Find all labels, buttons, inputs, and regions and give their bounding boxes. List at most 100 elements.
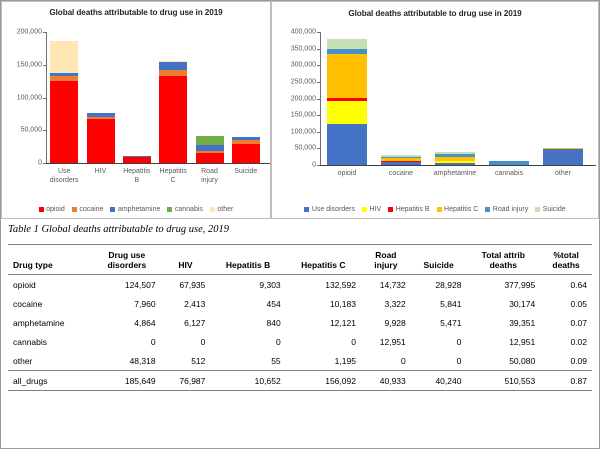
table-total-row[interactable]: all_drugs 185,649 76,987 10,652 156,092 40,93…	[8, 370, 592, 391]
stacked-bar[interactable]	[327, 39, 367, 165]
table-row[interactable]: cocaine 7,960 2,413 454 10,183 3,322 5,841 30,1…	[8, 294, 592, 313]
bar-segment	[50, 76, 79, 82]
legend-item[interactable]: cannabis	[167, 206, 203, 213]
table-column-header[interactable]: Hepatitis B	[210, 244, 286, 275]
table-column-header[interactable]: Total attrib deaths	[466, 244, 541, 275]
stacked-bar[interactable]	[86, 112, 115, 163]
bar-segment	[435, 153, 475, 158]
bar-segment	[195, 153, 224, 163]
x-axis-tick-label: Hepatitis C	[159, 168, 187, 184]
table-caption: Table 1 Global deaths attributable to dr…	[8, 224, 229, 235]
x-axis-tick-label: HIV	[94, 168, 107, 175]
bar-column	[381, 32, 421, 165]
charts-row: Global deaths attributable to drug use i…	[1, 1, 599, 219]
table-column-header[interactable]: Hepatitis C	[285, 244, 361, 275]
table-cell: 1,195	[334, 355, 356, 366]
table-cell: 0	[200, 336, 206, 347]
y-axis-tick-label: 150,000	[290, 111, 316, 119]
table-cell: 7,960	[134, 298, 156, 309]
legend-item[interactable]: Hepatitis C	[436, 206, 478, 213]
stacked-bar[interactable]	[231, 136, 260, 163]
table-column-header[interactable]: Suicide	[410, 244, 467, 275]
table-row[interactable]: opioid 124,507 67,935 9,303 132,592 14,732 28,…	[8, 275, 592, 295]
table-row-label: amphetamine	[13, 317, 65, 328]
stacked-bar[interactable]	[159, 60, 188, 163]
bar-segment	[327, 101, 367, 124]
table-cell: 5,841	[440, 298, 462, 309]
stacked-bar[interactable]	[489, 160, 529, 165]
table-cell: 3,322	[384, 298, 406, 309]
legend-item[interactable]: opioid	[38, 206, 65, 213]
legend-item[interactable]: HIV	[362, 206, 381, 213]
table-column-header[interactable]: Road injury	[360, 244, 411, 275]
y-axis-tick-label: 300,000	[290, 61, 316, 69]
table-cell: 14,732	[379, 279, 406, 290]
chart-title-right: Global deaths attributable to drug use i…	[348, 9, 522, 18]
table-row[interactable]: other 48,318 512 55 1,195 0 0 50,080 0.09	[8, 351, 592, 371]
table-head: Drug type Drug use disorders HIV Hepatitis …	[8, 244, 592, 275]
x-axis-tick-label: Use disorders	[49, 168, 79, 184]
x-axis-tick-label: Road injury	[201, 168, 218, 184]
legend-swatch	[167, 207, 173, 212]
x-axis-tick-label: cannabis	[494, 170, 524, 177]
y-axis-tick	[317, 98, 320, 100]
stacked-bar[interactable]	[543, 148, 583, 165]
table-cell: 0	[351, 336, 356, 347]
legend-item[interactable]: Hepatitis B	[388, 206, 430, 213]
y-axis-tick	[317, 148, 320, 150]
bar-segment	[381, 162, 421, 165]
legend-item[interactable]: Suicide	[535, 206, 566, 213]
stacked-bar[interactable]	[50, 41, 79, 163]
bar-segment	[159, 69, 188, 77]
y-axis-line	[320, 32, 321, 166]
bar-segment	[327, 48, 367, 54]
stacked-bar[interactable]	[195, 136, 224, 163]
bar-segment	[381, 155, 421, 157]
table-cell: 28,928	[435, 279, 462, 290]
bar-segment	[86, 118, 115, 163]
bar-segment	[543, 148, 583, 165]
table-cell: 67,935	[179, 279, 206, 290]
x-axis-tick-label: other	[555, 170, 571, 177]
legend-swatch	[436, 207, 442, 212]
table-row[interactable]: amphetamine 4,864 6,127 840 12,121 9,928 5,471…	[8, 313, 592, 332]
legend-label: amphetamine	[117, 206, 161, 213]
table-cell: 454	[266, 298, 281, 309]
table-cell: 9,928	[384, 317, 406, 328]
bar-column	[122, 32, 151, 163]
table-cell: 377,995	[504, 279, 536, 290]
legend-item[interactable]: Use disorders	[304, 206, 355, 213]
bar-segment	[195, 144, 224, 152]
legend-swatch	[388, 207, 394, 212]
chart-panel-by-outcome: Global deaths attributable to drug use i…	[1, 1, 271, 219]
table-cell: 0	[275, 336, 281, 347]
table-column-header[interactable]: Drug use disorders	[93, 244, 161, 275]
bar-column	[159, 32, 188, 163]
stacked-bar[interactable]	[122, 156, 151, 163]
legend-item[interactable]: amphetamine	[110, 206, 160, 213]
y-axis-tick	[317, 48, 320, 50]
legend-item[interactable]: Road injury	[485, 206, 528, 213]
stacked-bar[interactable]	[435, 151, 475, 165]
table-cell: 12,951	[379, 336, 406, 347]
table-column-header[interactable]: %total deaths	[540, 244, 592, 275]
table-cell: 0	[401, 355, 406, 366]
x-axis-tick-label: cocaine	[388, 170, 414, 177]
legend-item[interactable]: other	[209, 206, 233, 213]
table-column-header[interactable]: HIV	[160, 244, 211, 275]
bar-segment	[122, 156, 151, 157]
table-cell: 6,127	[184, 317, 206, 328]
table-cell: 5,471	[440, 317, 462, 328]
table-cell: 0.02	[570, 336, 587, 347]
bar-segment	[435, 163, 475, 165]
y-axis-tick	[43, 163, 46, 164]
table-cell: 76,987	[160, 370, 211, 391]
table-column-header[interactable]: Drug type	[8, 244, 94, 275]
legend-label: Suicide	[542, 206, 566, 213]
table-row[interactable]: cannabis 0 0 0 0 12,951 0 12,951 0.02	[8, 332, 592, 351]
bar-segment	[159, 76, 188, 163]
legend-label: opioid	[46, 206, 65, 213]
stacked-bar[interactable]	[381, 155, 421, 165]
legend-item[interactable]: cocaine	[71, 206, 104, 213]
legend-label: cocaine	[79, 206, 104, 213]
